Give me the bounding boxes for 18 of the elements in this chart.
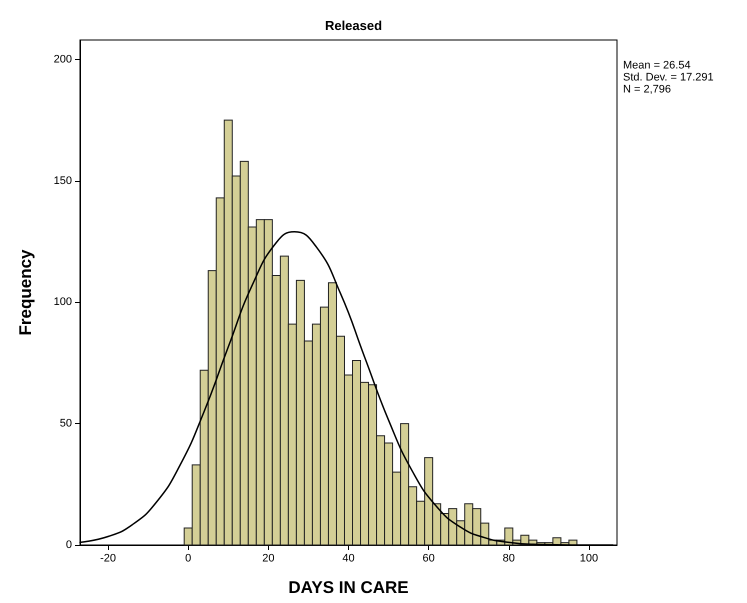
x-tick-label: 40 — [342, 552, 355, 564]
y-tick-label: 150 — [54, 174, 72, 187]
x-axis-title: DAYS IN CARE — [288, 578, 409, 597]
x-tick-label: 100 — [580, 552, 598, 564]
text: Mean = 26.54 — [623, 60, 691, 72]
y-tick-label: 50 — [60, 418, 72, 430]
x-tick-label: -20 — [100, 552, 116, 564]
chart-title: Released — [324, 18, 382, 33]
x-tick-label: 80 — [502, 552, 515, 564]
x-tick-label: 20 — [262, 552, 274, 564]
x-tick-label: 0 — [185, 552, 192, 564]
y-axis-title: Frequency — [16, 248, 35, 336]
text: Std. Dev. = 17.291 — [623, 72, 714, 84]
text: N = 2,796 — [623, 84, 672, 96]
y-tick-label: 200 — [54, 53, 72, 66]
x-tick-label: 60 — [422, 552, 435, 564]
y-tick-label: 100 — [54, 296, 72, 308]
y-tick-label: 0 — [66, 539, 72, 551]
